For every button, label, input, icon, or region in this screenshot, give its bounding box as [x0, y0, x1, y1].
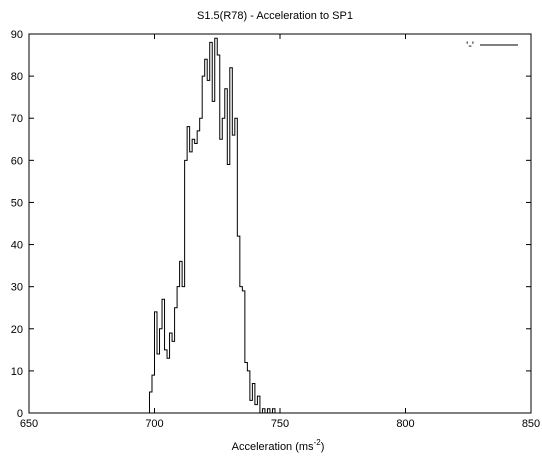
x-axis: 650 700 750 800 850 — [20, 34, 540, 430]
legend-label: '-' — [466, 40, 474, 52]
x-tick-label: 750 — [271, 418, 289, 430]
x-tick-label: 650 — [20, 418, 38, 430]
y-tick-label: 40 — [11, 240, 23, 252]
legend: '-' — [466, 40, 518, 52]
y-tick-label: 90 — [11, 29, 23, 41]
y-axis: 0 10 20 30 40 50 60 70 80 90 — [11, 29, 531, 420]
plot-border — [28, 33, 532, 414]
y-tick-label: 60 — [11, 155, 23, 167]
y-tick-label: 0 — [17, 408, 23, 420]
chart-title: S1.5(R78) - Acceleration to SP1 — [197, 10, 353, 22]
x-axis-label: Acceleration (ms-2) — [232, 438, 325, 453]
y-tick-label: 80 — [11, 71, 23, 83]
y-tick-label: 20 — [11, 324, 23, 336]
x-tick-label: 700 — [145, 418, 163, 430]
series-layer — [146, 37, 278, 414]
y-tick-label: 50 — [11, 197, 23, 209]
x-tick-label: 800 — [396, 418, 414, 430]
x-tick-label: 850 — [522, 418, 540, 430]
histogram-series-line — [146, 37, 278, 414]
y-tick-label: 30 — [11, 282, 23, 294]
plot-frame — [28, 33, 532, 414]
y-tick-label: 10 — [11, 366, 23, 378]
y-tick-label: 70 — [11, 113, 23, 125]
